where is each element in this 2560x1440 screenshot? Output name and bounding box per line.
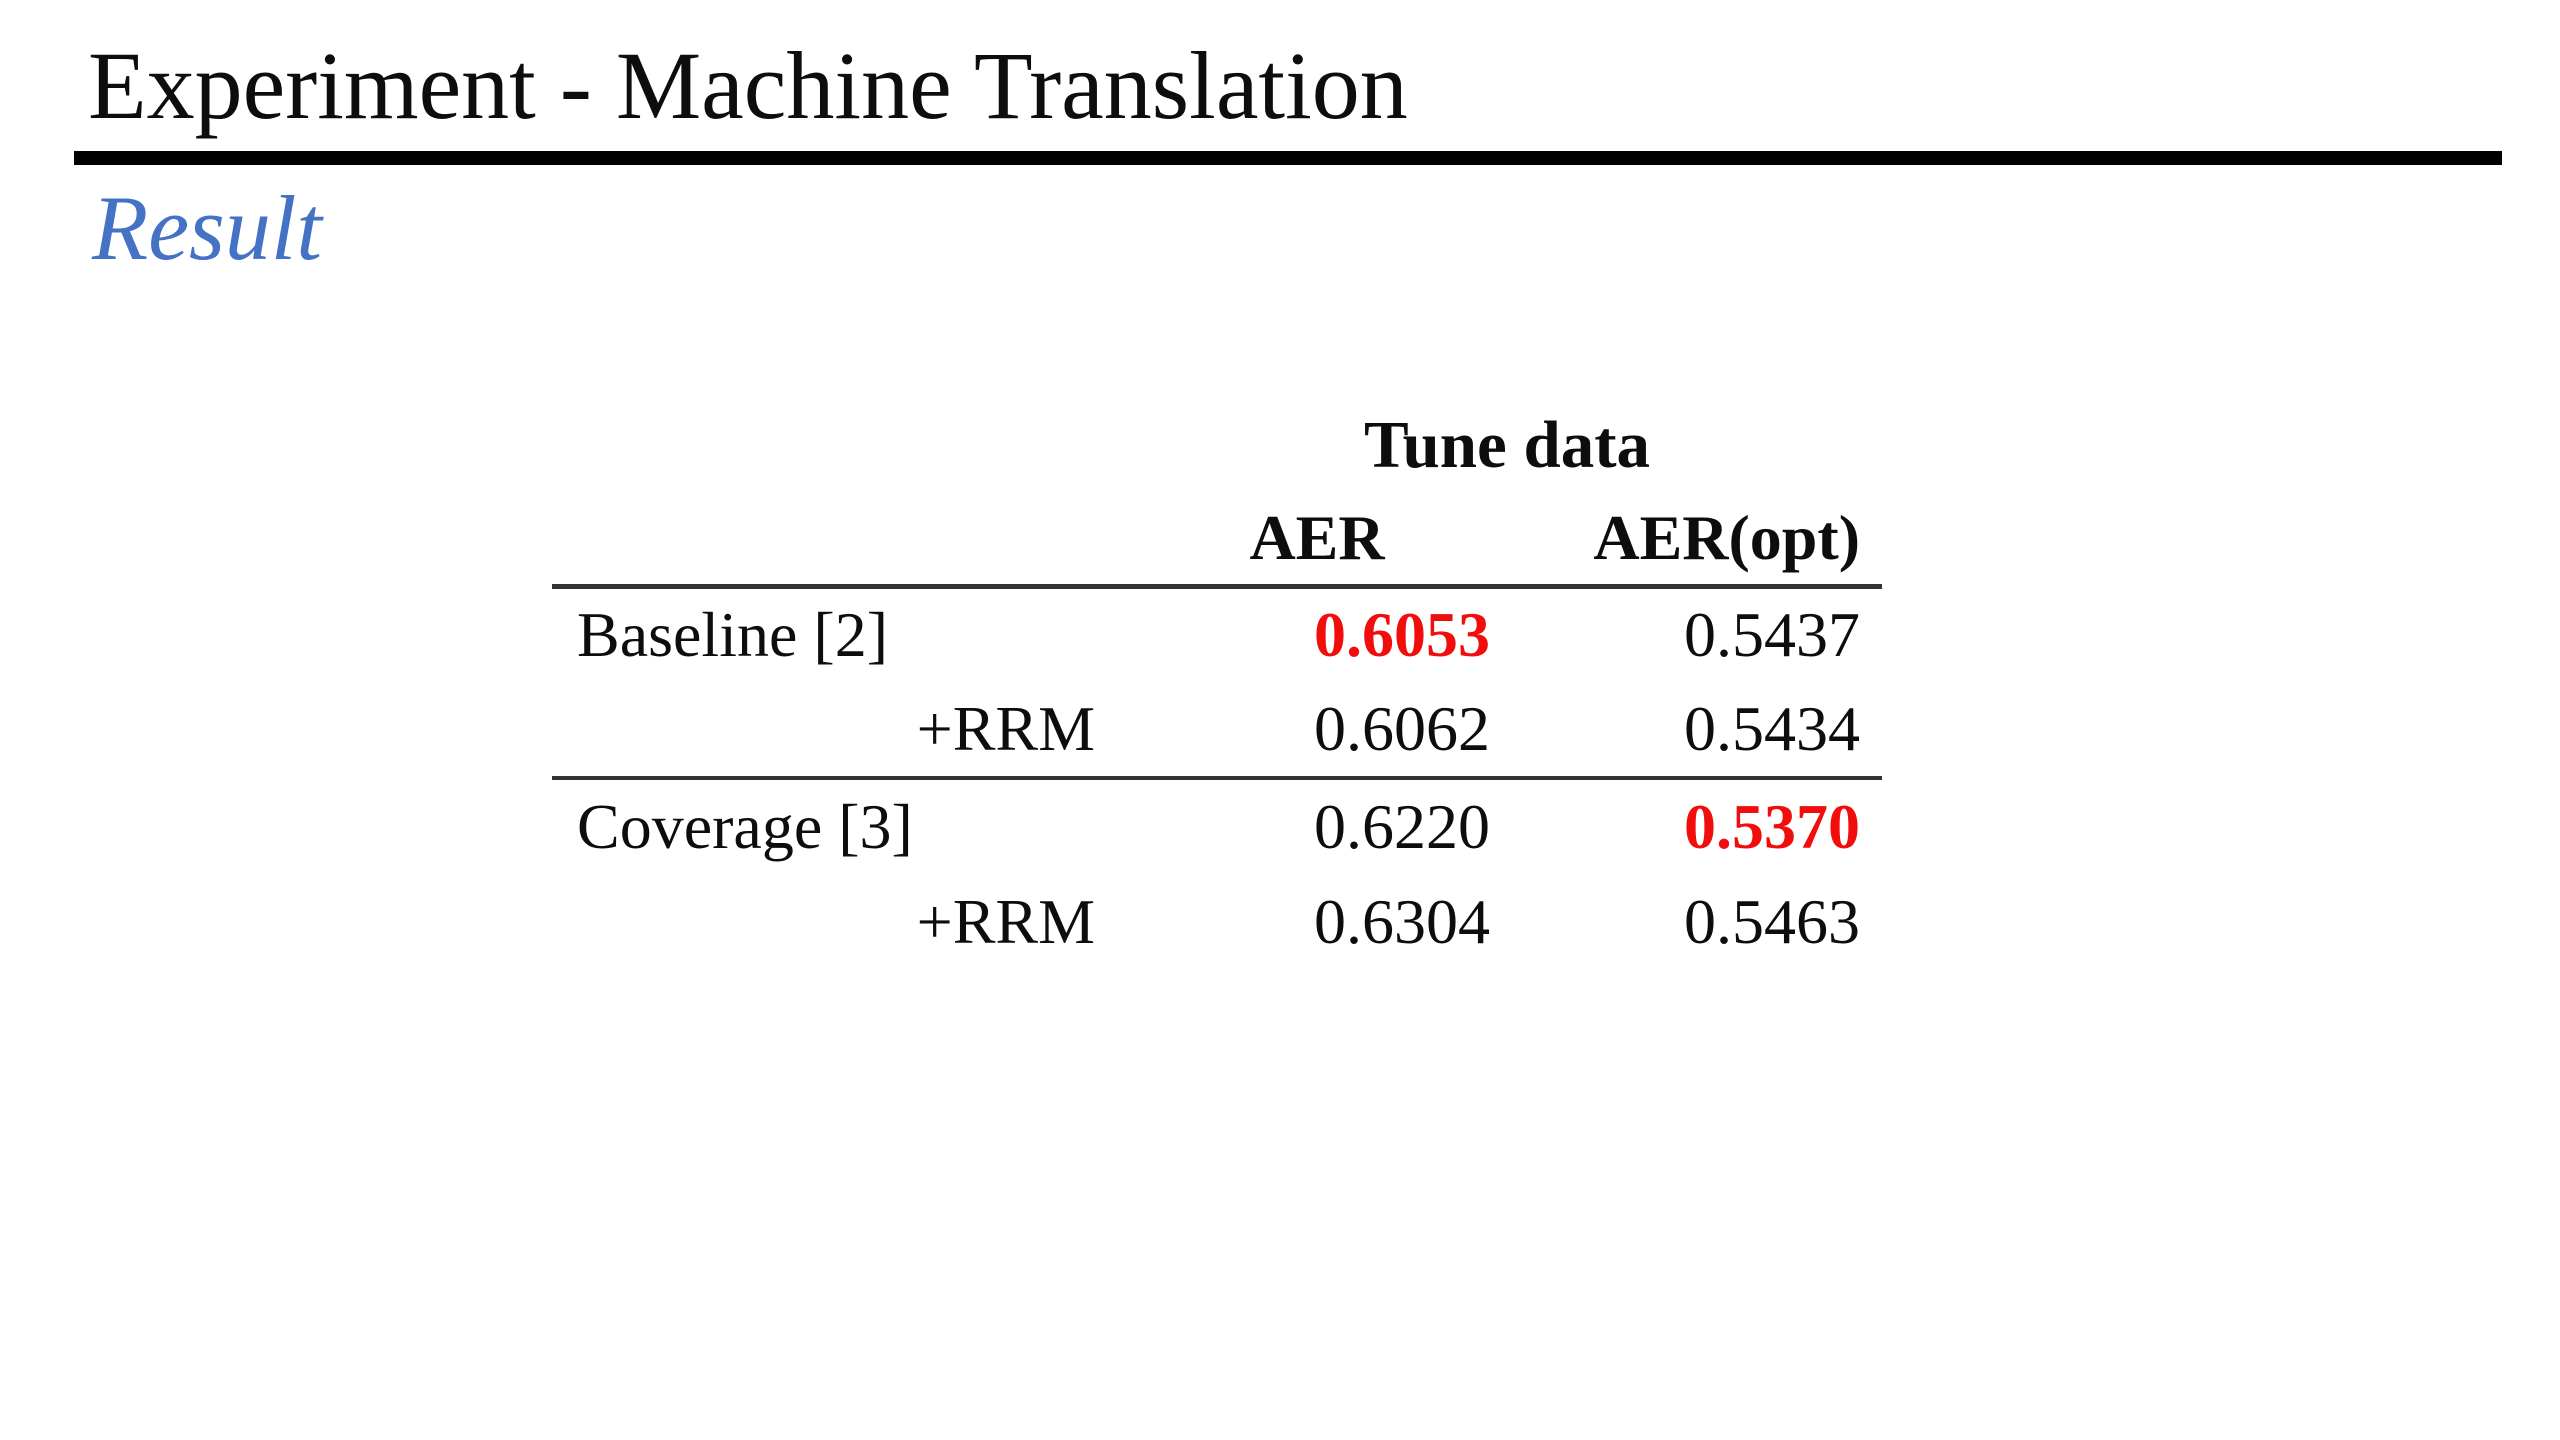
empty-cell — [552, 408, 1132, 482]
table-row-coverage: Coverage [3] 0.6220 0.5370 — [552, 778, 1882, 874]
table-row-baseline-rrm: +RRM 0.6062 0.5434 — [552, 682, 1882, 780]
slide-subtitle: Result — [92, 177, 322, 279]
aer-opt-value: 0.5463 — [1684, 886, 1860, 957]
aer-value: 0.6304 — [1314, 886, 1490, 957]
column-header-row: AER AER(opt) — [552, 482, 1882, 589]
aer-opt-value: 0.5437 — [1684, 599, 1860, 671]
aer-value: 0.6062 — [1132, 682, 1502, 780]
results-table: Tune data AER AER(opt) Baseline [2] 0.60… — [552, 408, 1882, 970]
group-header-row: Tune data — [552, 408, 1882, 482]
aer-opt-value: 0.5370 — [1684, 791, 1860, 862]
aer-value: 0.6053 — [1314, 599, 1490, 671]
title-divider — [74, 151, 2502, 165]
column-header-aer-opt: AER(opt) — [1502, 482, 1882, 589]
aer-value: 0.6220 — [1314, 791, 1490, 862]
row-label: Coverage [3] — [577, 791, 913, 862]
group-header-tune-data: Tune data — [1363, 407, 1651, 482]
row-label: Baseline [2] — [577, 599, 888, 671]
column-header-aer: AER — [1132, 482, 1502, 589]
row-label: +RRM — [916, 886, 1095, 957]
table-row-baseline: Baseline [2] 0.6053 0.5437 — [552, 586, 1882, 682]
slide-title: Experiment - Machine Translation — [88, 32, 1408, 139]
aer-opt-value: 0.5434 — [1502, 682, 1882, 780]
row-label: +RRM — [552, 682, 1132, 780]
table-row-coverage-rrm: +RRM 0.6304 0.5463 — [552, 874, 1882, 970]
empty-cell — [552, 482, 1132, 589]
